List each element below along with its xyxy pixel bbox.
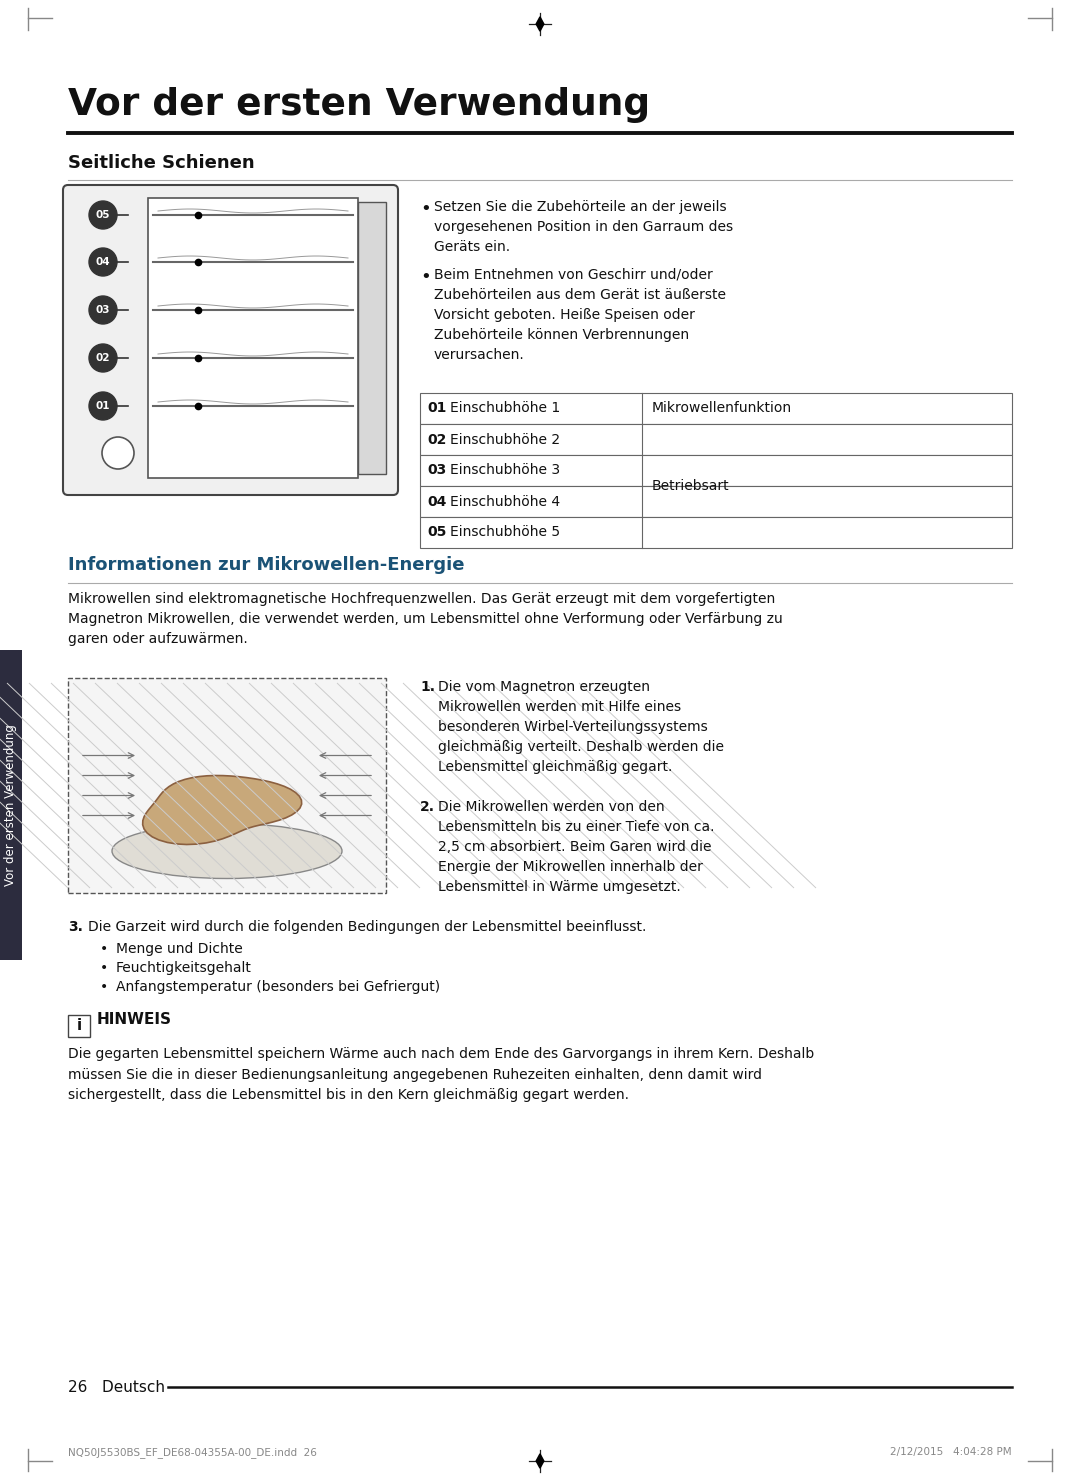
Text: Betriebsart: Betriebsart — [652, 479, 730, 493]
Text: Einschubhöhe 1: Einschubhöhe 1 — [450, 401, 561, 416]
Text: •: • — [420, 200, 431, 217]
Text: Die Garzeit wird durch die folgenden Bedingungen der Lebensmittel beeinflusst.: Die Garzeit wird durch die folgenden Bed… — [87, 920, 646, 935]
Bar — [420, 487, 1012, 518]
Text: Feuchtigkeitsgehalt: Feuchtigkeitsgehalt — [116, 961, 252, 975]
Circle shape — [89, 296, 117, 324]
Text: 04: 04 — [427, 494, 446, 509]
Text: •: • — [100, 981, 108, 994]
Bar — [357, 203, 386, 473]
Text: •: • — [420, 268, 431, 285]
Text: Setzen Sie die Zubehörteile an der jeweils
vorgesehenen Position in den Garraum : Setzen Sie die Zubehörteile an der jewei… — [434, 200, 733, 254]
Text: 2.: 2. — [420, 800, 435, 813]
Text: Einschubhöhe 2: Einschubhöhe 2 — [450, 432, 561, 447]
Text: Informationen zur Mikrowellen-Energie: Informationen zur Mikrowellen-Energie — [68, 556, 464, 574]
Text: •: • — [100, 961, 108, 975]
Text: Die Mikrowellen werden von den
Lebensmitteln bis zu einer Tiefe von ca.
2,5 cm a: Die Mikrowellen werden von den Lebensmit… — [438, 800, 715, 895]
Text: NQ50J5530BS_EF_DE68-04355A-00_DE.indd  26: NQ50J5530BS_EF_DE68-04355A-00_DE.indd 26 — [68, 1446, 316, 1458]
Bar — [0, 649, 22, 960]
Text: Beim Entnehmen von Geschirr und/oder
Zubehörteilen aus dem Gerät ist äußerste
Vo: Beim Entnehmen von Geschirr und/oder Zub… — [434, 268, 726, 362]
Text: 1.: 1. — [420, 680, 435, 694]
Text: Seitliche Schienen: Seitliche Schienen — [68, 154, 255, 172]
Text: Einschubhöhe 5: Einschubhöhe 5 — [450, 525, 561, 540]
Text: 03: 03 — [96, 305, 110, 315]
Text: Vor der ersten Verwendung: Vor der ersten Verwendung — [4, 725, 17, 886]
Circle shape — [89, 248, 117, 277]
Text: 02: 02 — [96, 353, 110, 362]
Text: Die gegarten Lebensmittel speichern Wärme auch nach dem Ende des Garvorgangs in : Die gegarten Lebensmittel speichern Wärm… — [68, 1047, 814, 1102]
Text: i: i — [77, 1019, 82, 1034]
Circle shape — [89, 392, 117, 420]
Ellipse shape — [112, 824, 342, 879]
Text: HINWEIS: HINWEIS — [97, 1013, 172, 1028]
Polygon shape — [143, 775, 301, 845]
FancyBboxPatch shape — [63, 185, 399, 495]
Text: 01: 01 — [96, 401, 110, 411]
Text: Mikrowellenfunktion: Mikrowellenfunktion — [652, 401, 792, 416]
Circle shape — [89, 201, 117, 229]
Text: Einschubhöhe 4: Einschubhöhe 4 — [450, 494, 561, 509]
Text: 3.: 3. — [68, 920, 83, 935]
Polygon shape — [536, 1454, 544, 1469]
Bar — [68, 677, 386, 893]
Polygon shape — [536, 16, 544, 31]
Bar — [420, 518, 1012, 549]
Text: •: • — [100, 942, 108, 955]
Bar — [420, 456, 1012, 487]
Text: 03: 03 — [427, 463, 446, 478]
Circle shape — [102, 436, 134, 469]
Text: Mikrowellen sind elektromagnetische Hochfrequenzwellen. Das Gerät erzeugt mit de: Mikrowellen sind elektromagnetische Hoch… — [68, 592, 783, 646]
Circle shape — [89, 345, 117, 373]
Bar — [148, 198, 357, 478]
Text: 04: 04 — [96, 257, 110, 268]
Text: Vor der ersten Verwendung: Vor der ersten Verwendung — [68, 87, 650, 123]
Bar — [420, 424, 1012, 456]
Bar — [68, 1015, 90, 1037]
Text: Menge und Dichte: Menge und Dichte — [116, 942, 243, 955]
Text: Einschubhöhe 3: Einschubhöhe 3 — [450, 463, 561, 478]
Text: Die vom Magnetron erzeugten
Mikrowellen werden mit Hilfe eines
besonderen Wirbel: Die vom Magnetron erzeugten Mikrowellen … — [438, 680, 724, 774]
Bar — [420, 393, 1012, 424]
Text: 01: 01 — [427, 401, 446, 416]
Text: 26   Deutsch: 26 Deutsch — [68, 1380, 165, 1395]
Text: Anfangstemperatur (besonders bei Gefriergut): Anfangstemperatur (besonders bei Gefrier… — [116, 981, 441, 994]
Text: 05: 05 — [427, 525, 446, 540]
Text: 2/12/2015   4:04:28 PM: 2/12/2015 4:04:28 PM — [890, 1446, 1012, 1457]
Text: 05: 05 — [96, 210, 110, 220]
Text: 02: 02 — [427, 432, 446, 447]
